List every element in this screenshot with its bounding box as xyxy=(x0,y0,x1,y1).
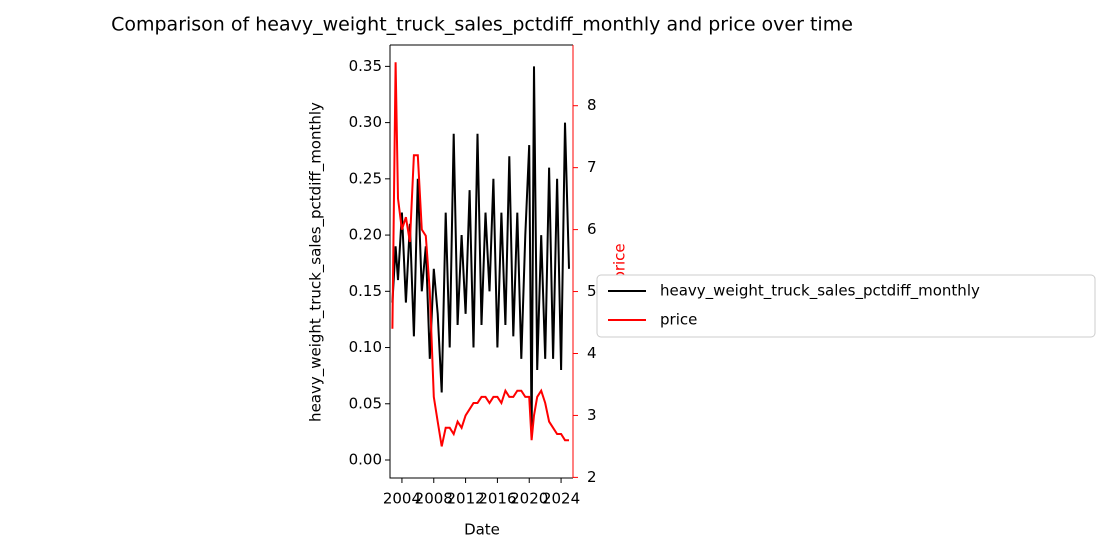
y-tick-label: 0.15 xyxy=(349,282,382,300)
y2-tick-label: 7 xyxy=(587,158,597,176)
y-tick-label: 0.00 xyxy=(349,451,382,469)
series-line xyxy=(391,66,570,438)
y-tick-label: 0.30 xyxy=(349,113,382,131)
x-axis-label: Date xyxy=(464,521,500,539)
x-tick-label: 2024 xyxy=(542,490,580,508)
y-tick-label: 0.10 xyxy=(349,338,382,356)
x-tick-label: 2004 xyxy=(383,490,421,508)
y2-tick-label: 4 xyxy=(587,344,597,362)
x-tick-label: 2008 xyxy=(415,490,453,508)
y2-axis-label: price xyxy=(611,243,629,280)
legend-box xyxy=(596,274,1096,338)
y-tick-label: 0.20 xyxy=(349,226,382,244)
y-tick-label: 0.05 xyxy=(349,394,382,412)
y-tick-label: 0.25 xyxy=(349,169,382,187)
y2-tick-label: 2 xyxy=(587,468,597,486)
x-tick-label: 2012 xyxy=(446,490,484,508)
legend-label: price xyxy=(660,311,697,329)
y2-tick-label: 8 xyxy=(587,96,597,114)
y-tick-label: 0.35 xyxy=(349,57,382,75)
chart-title: Comparison of heavy_weight_truck_sales_p… xyxy=(111,14,853,36)
y2-tick-label: 6 xyxy=(587,220,597,238)
y2-tick-label: 5 xyxy=(587,282,597,300)
series-line xyxy=(391,62,569,447)
x-tick-label: 2016 xyxy=(478,490,516,508)
legend-label: heavy_weight_truck_sales_pctdiff_monthly xyxy=(660,282,980,301)
y2-tick-label: 3 xyxy=(587,406,597,424)
y-axis-label: heavy_weight_truck_sales_pctdiff_monthly xyxy=(307,102,326,422)
axis-frame-left xyxy=(389,45,573,479)
x-tick-label: 2020 xyxy=(510,490,548,508)
